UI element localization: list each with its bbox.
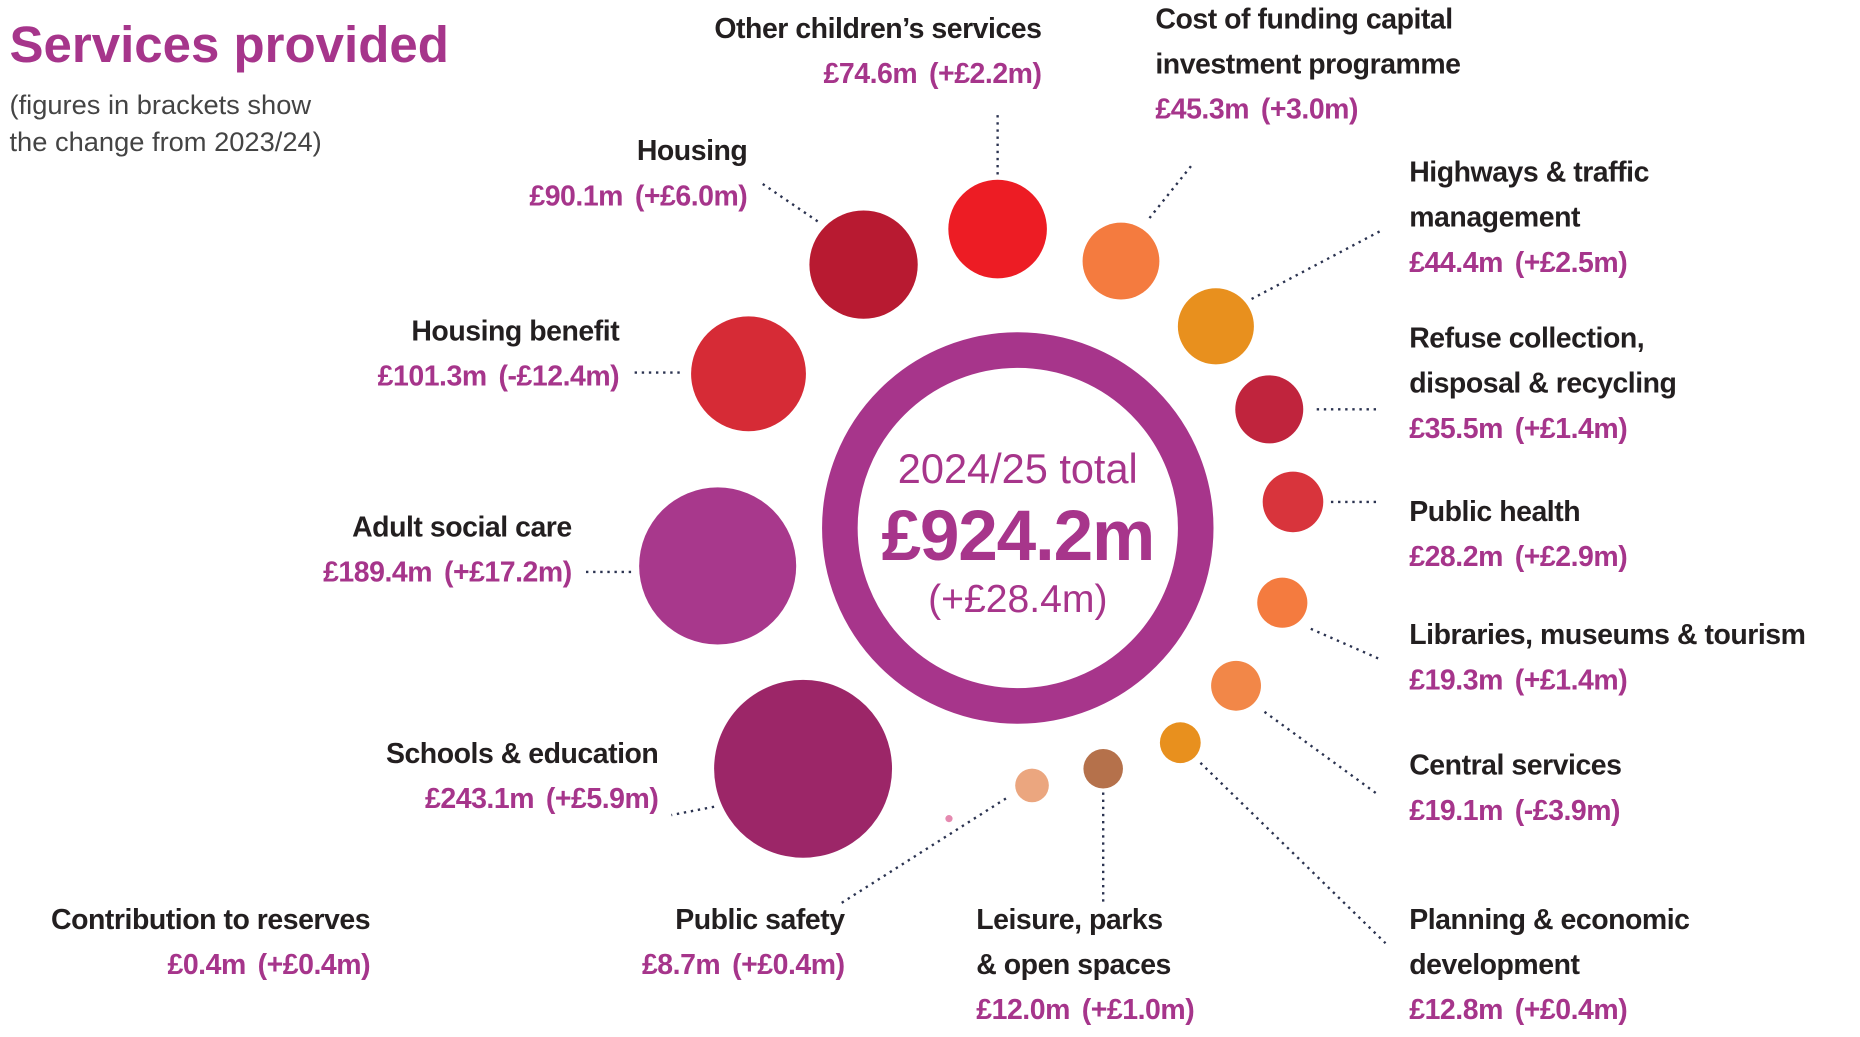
value-label: £8.7m: [642, 949, 720, 981]
value-label: £101.3m: [378, 361, 487, 393]
service-name: & open spaces: [976, 949, 1171, 981]
bubble: [945, 815, 953, 823]
service-name: Public safety: [675, 904, 845, 936]
value-label: £0.4m: [167, 949, 245, 981]
service-name: Libraries, museums & tourism: [1409, 619, 1805, 651]
bubble: [1082, 222, 1160, 300]
leader-line: [1199, 762, 1387, 945]
service-value: £12.8m (+£0.4m): [1409, 994, 1627, 1026]
value-label: £243.1m: [425, 783, 534, 815]
service-name: Adult social care: [352, 511, 572, 543]
value-label: £19.1m: [1409, 795, 1503, 827]
service-value: £28.2m (+£2.9m): [1409, 541, 1627, 573]
service-name: Other children’s services: [714, 13, 1041, 45]
leader-line: [762, 183, 820, 223]
change-label: (+£1.4m): [1515, 413, 1627, 445]
bubble: [691, 316, 806, 432]
change-label: (+£2.9m): [1515, 541, 1627, 573]
subtitle: (figures in brackets show: [9, 89, 311, 120]
service-name: investment programme: [1155, 49, 1460, 81]
leader-line: [1310, 627, 1379, 660]
service-name: Central services: [1409, 750, 1621, 782]
service-value: £44.4m (+£2.5m): [1409, 247, 1627, 279]
bubble: [1257, 577, 1308, 628]
change-label: (+£0.4m): [258, 949, 370, 981]
chart-title: Services provided: [9, 16, 448, 73]
service-value: £0.4m (+£0.4m): [167, 949, 370, 981]
change-label: (+£2.5m): [1515, 247, 1627, 279]
service-name: management: [1409, 202, 1581, 234]
value-label: £74.6m: [824, 58, 918, 90]
value-label: £44.4m: [1409, 247, 1503, 279]
change-label: (+£0.4m): [732, 949, 844, 981]
change-label: (+£1.4m): [1515, 664, 1627, 696]
value-label: £28.2m: [1409, 541, 1503, 573]
service-name: Housing: [637, 135, 747, 167]
service-value: £12.0m (+£1.0m): [976, 994, 1194, 1026]
bubble: [1083, 749, 1123, 789]
value-label: £45.3m: [1155, 94, 1249, 126]
service-name: Contribution to reserves: [51, 904, 370, 936]
bubble: [1235, 375, 1304, 444]
bubble: [639, 487, 797, 645]
service-name: Planning & economic: [1409, 904, 1689, 936]
service-value: £101.3m (-£12.4m): [378, 361, 620, 393]
service-name: Schools & education: [386, 738, 658, 770]
service-name: Highways & traffic: [1409, 157, 1649, 189]
bubble: [1177, 288, 1254, 365]
bubble: [1015, 768, 1049, 803]
total-ring: [822, 332, 1214, 724]
bubble: [948, 179, 1047, 279]
service-value: £35.5m (+£1.4m): [1409, 413, 1627, 445]
service-value: £19.3m (+£1.4m): [1409, 664, 1627, 696]
service-name: Public health: [1409, 496, 1580, 528]
service-name: Cost of funding capital: [1155, 4, 1452, 36]
leader-line: [671, 805, 715, 817]
change-label: (+£1.0m): [1082, 994, 1194, 1026]
service-value: £90.1m (+£6.0m): [529, 180, 747, 212]
value-label: £90.1m: [529, 180, 623, 212]
change-label: (+£5.9m): [546, 783, 658, 815]
value-label: £12.0m: [976, 994, 1070, 1026]
bubble: [809, 210, 918, 319]
total-value: £924.2m: [881, 497, 1154, 576]
service-name: disposal & recycling: [1409, 368, 1676, 400]
bubble: [1262, 471, 1324, 533]
service-name: Housing benefit: [411, 316, 620, 348]
service-value: £243.1m (+£5.9m): [425, 783, 658, 815]
change-label: (-£3.9m): [1515, 795, 1620, 827]
service-name: development: [1409, 949, 1580, 981]
bubble: [1159, 722, 1201, 764]
service-value: £74.6m (+£2.2m): [824, 58, 1042, 90]
service-value: £19.1m (-£3.9m): [1409, 795, 1620, 827]
service-value: £8.7m (+£0.4m): [642, 949, 845, 981]
leader-line: [1147, 165, 1192, 221]
service-name: Refuse collection,: [1409, 323, 1644, 355]
total-change: (+£28.4m): [928, 578, 1107, 621]
change-label: (+3.0m): [1261, 94, 1358, 126]
change-label: (+£2.2m): [929, 58, 1041, 90]
total-caption: 2024/25 total: [898, 445, 1138, 492]
bubble: [1211, 660, 1261, 711]
value-label: £35.5m: [1409, 413, 1503, 445]
value-label: £189.4m: [323, 556, 432, 588]
leader-line: [1250, 230, 1381, 301]
leader-line: [839, 797, 1007, 906]
bubble: [714, 679, 893, 858]
service-value: £45.3m (+3.0m): [1155, 94, 1358, 126]
change-label: (-£12.4m): [499, 361, 620, 393]
value-label: £12.8m: [1409, 994, 1503, 1026]
service-value: £189.4m (+£17.2m): [323, 556, 572, 588]
subtitle: the change from 2023/24): [9, 126, 321, 157]
change-label: (+£0.4m): [1515, 994, 1627, 1026]
leader-line: [1263, 710, 1380, 796]
change-label: (+£6.0m): [635, 180, 747, 212]
service-name: Leisure, parks: [976, 904, 1162, 936]
value-label: £19.3m: [1409, 664, 1503, 696]
change-label: (+£17.2m): [444, 556, 572, 588]
